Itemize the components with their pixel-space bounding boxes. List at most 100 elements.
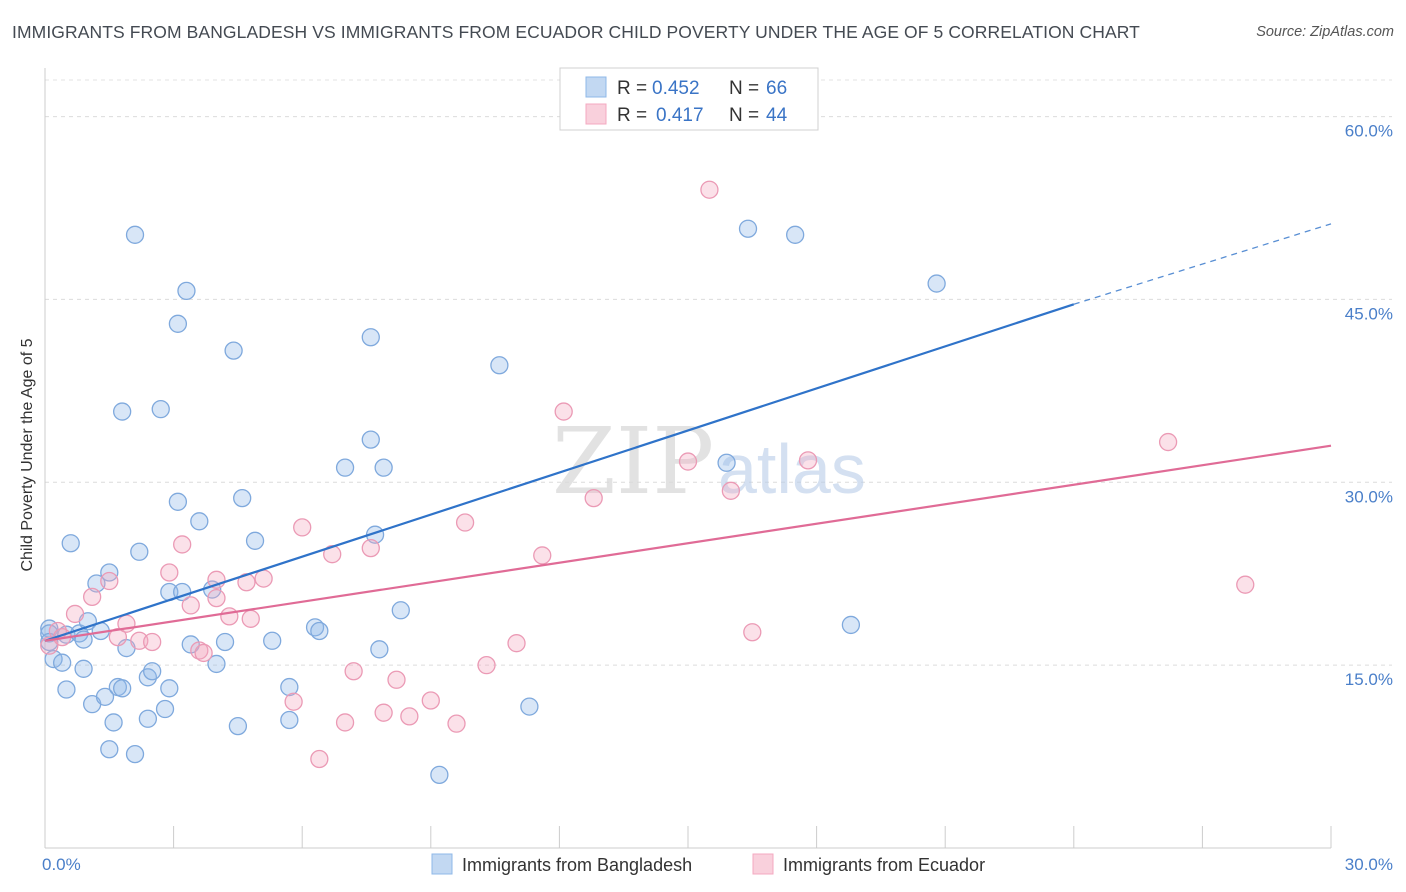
bangladesh-point bbox=[310, 621, 329, 641]
ecuador-point bbox=[160, 563, 179, 582]
bottom-legend-label: Immigrants from Bangladesh bbox=[462, 855, 692, 875]
bangladesh-point bbox=[138, 709, 158, 728]
ecuador-point bbox=[254, 569, 273, 588]
legend-r-value: 0.452 bbox=[652, 78, 700, 99]
bangladesh-point bbox=[927, 274, 946, 293]
ecuador-point bbox=[241, 609, 260, 628]
watermark-atlas: atlas bbox=[718, 430, 866, 508]
bottom-legend: Immigrants from Bangladesh Immigrants fro… bbox=[431, 853, 985, 875]
bangladesh-point bbox=[215, 632, 235, 652]
ecuador-point bbox=[65, 604, 85, 624]
ecuador-point bbox=[100, 571, 119, 591]
ecuador-point bbox=[533, 546, 552, 565]
legend-n-value: 66 bbox=[766, 78, 787, 99]
bangladesh-point bbox=[177, 281, 196, 301]
ecuador-point bbox=[678, 452, 698, 471]
bangladesh-point bbox=[61, 534, 80, 553]
legend-r-label: R = bbox=[617, 105, 647, 126]
x-tick-label: 0.0% bbox=[42, 855, 81, 874]
bangladesh-point bbox=[113, 679, 132, 698]
legend-r-value: 0.417 bbox=[656, 105, 704, 126]
bottom-legend-swatch bbox=[752, 853, 774, 875]
bangladesh-point bbox=[113, 402, 132, 421]
watermark-zip: ZIP bbox=[552, 408, 714, 515]
bangladesh-point bbox=[335, 458, 355, 477]
bangladesh-point bbox=[130, 542, 149, 561]
bangladesh-point bbox=[160, 679, 179, 698]
bottom-legend-label: Immigrants from Ecuador bbox=[783, 855, 985, 875]
bangladesh-point bbox=[224, 341, 243, 360]
bangladesh-point bbox=[738, 219, 758, 238]
bangladesh-point bbox=[430, 765, 449, 785]
bangladesh-point bbox=[207, 654, 226, 674]
y-tick-label: 15.0% bbox=[1345, 670, 1393, 689]
ecuador-point bbox=[421, 691, 440, 710]
bangladesh-point bbox=[374, 458, 393, 477]
ecuador-point bbox=[584, 488, 603, 508]
ecuador-point bbox=[743, 623, 762, 642]
chart-title: IMMIGRANTS FROM BANGLADESH VS IMMIGRANTS… bbox=[12, 22, 1140, 42]
ecuador-point bbox=[447, 714, 466, 733]
ecuador-point bbox=[477, 655, 496, 675]
legend-n-label: N = bbox=[729, 105, 759, 126]
bangladesh-point bbox=[190, 512, 209, 531]
trend-lines bbox=[44, 223, 1332, 642]
ecuador-trend-line bbox=[44, 444, 1332, 642]
legend: R = 0.452 N = 66 R = 0.417 N = 44 bbox=[559, 67, 819, 131]
watermark: ZIP atlas bbox=[552, 408, 866, 515]
bottom-legend-swatch bbox=[431, 853, 453, 875]
ecuador-point bbox=[798, 451, 818, 470]
ecuador-point bbox=[700, 180, 719, 199]
ecuador-point bbox=[220, 607, 239, 626]
bangladesh-point bbox=[280, 710, 299, 730]
bangladesh-point bbox=[143, 662, 162, 681]
bangladesh-point bbox=[95, 687, 115, 706]
bangladesh-point bbox=[263, 631, 282, 650]
ecuador-point bbox=[455, 513, 475, 532]
ecuador-point bbox=[1158, 432, 1178, 452]
bangladesh-trend-extension bbox=[1073, 223, 1332, 305]
ecuador-point bbox=[374, 703, 393, 722]
axes: 15.0% 30.0% 45.0% 60.0% 0.0% 30.0% bbox=[42, 68, 1393, 874]
bangladesh-point bbox=[100, 740, 119, 759]
bangladesh-trend-line bbox=[44, 303, 1075, 642]
bangladesh-point bbox=[841, 615, 861, 635]
bangladesh-point bbox=[717, 453, 736, 472]
ecuador-point bbox=[293, 518, 312, 537]
legend-n-value: 44 bbox=[766, 105, 788, 126]
ecuador-point bbox=[83, 587, 102, 607]
bangladesh-point bbox=[786, 225, 805, 244]
y-tick-label: 30.0% bbox=[1345, 487, 1393, 506]
ecuador-point bbox=[194, 643, 213, 663]
y-tick-label: 60.0% bbox=[1345, 122, 1393, 141]
ecuador-point bbox=[1236, 575, 1255, 594]
ecuador-point bbox=[143, 632, 162, 652]
bangladesh-point bbox=[168, 314, 188, 333]
ecuador-point bbox=[335, 713, 355, 732]
bangladesh-point bbox=[151, 399, 170, 419]
x-tick-label: 30.0% bbox=[1345, 855, 1393, 874]
ecuador-point bbox=[40, 636, 59, 655]
bangladesh-point bbox=[228, 716, 248, 736]
bangladesh-point bbox=[490, 356, 509, 375]
ecuador-point bbox=[721, 481, 741, 500]
ecuador-point bbox=[387, 670, 406, 689]
legend-n-label: N = bbox=[729, 78, 759, 99]
ecuador-point bbox=[310, 749, 329, 769]
bangladesh-point bbox=[125, 225, 145, 244]
data-points bbox=[40, 180, 1255, 785]
bangladesh-point bbox=[520, 697, 539, 716]
ecuador-point bbox=[400, 707, 419, 726]
ecuador-point bbox=[173, 535, 192, 554]
legend-swatch bbox=[585, 103, 607, 125]
bangladesh-point bbox=[361, 430, 380, 449]
y-tick-label: 45.0% bbox=[1345, 304, 1393, 323]
legend-r-label: R = bbox=[617, 78, 647, 99]
bangladesh-point bbox=[245, 531, 265, 550]
bangladesh-point bbox=[280, 677, 299, 697]
bangladesh-point bbox=[52, 653, 72, 672]
bangladesh-point bbox=[155, 699, 175, 719]
ecuador-point bbox=[344, 662, 363, 681]
source-label: Source: ZipAtlas.com bbox=[1256, 24, 1394, 40]
